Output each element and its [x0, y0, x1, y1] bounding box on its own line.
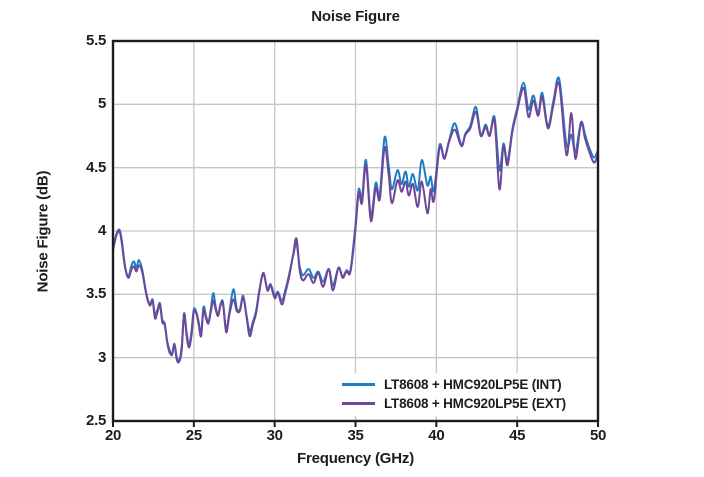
y-tick-label-2.5: 2.5: [86, 412, 106, 429]
y-tick-label-5: 5: [97, 95, 106, 113]
legend-entry-int: LT8608 + HMC920LP5E (INT): [342, 375, 566, 394]
x-tick-label-35: 35: [347, 427, 364, 444]
plot-border: [111, 39, 600, 423]
legend-label-ext: LT8608 + HMC920LP5E (EXT): [384, 396, 566, 411]
y-tick-label-3: 3: [97, 348, 106, 366]
y-tick-label-3.5: 3.5: [86, 285, 106, 303]
legend: LT8608 + HMC920LP5E (INT) LT8608 + HMC92…: [338, 373, 574, 416]
y-tick-label-4.5: 4.5: [86, 158, 106, 176]
legend-line-swatch-int: [342, 383, 375, 386]
legend-entry-ext: LT8608 + HMC920LP5E (EXT): [342, 394, 566, 413]
y-tick-label-5.5: 5.5: [86, 32, 106, 49]
x-tick-label-20: 20: [104, 427, 122, 444]
series-line-ext: [112, 81, 599, 364]
x-tick-label-50: 50: [589, 427, 607, 444]
x-tick-label-40: 40: [428, 427, 445, 444]
x-axis-title: Frequency (GHz): [296, 450, 414, 467]
x-tick-label-45: 45: [509, 427, 526, 444]
x-tick-label-25: 25: [185, 427, 202, 444]
y-tick-label-4: 4: [97, 222, 106, 239]
chart-title: Noise Figure: [311, 8, 400, 25]
x-tick-label-30: 30: [266, 427, 283, 444]
legend-label-int: LT8608 + HMC920LP5E (INT): [384, 377, 562, 392]
legend-line-swatch-ext: [342, 402, 375, 405]
